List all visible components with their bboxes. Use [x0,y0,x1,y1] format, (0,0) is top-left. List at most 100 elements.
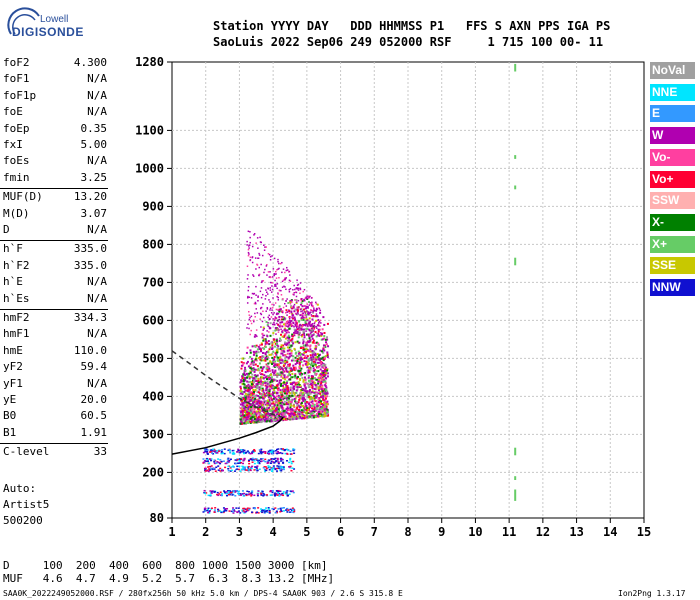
legend-vo: Vo- [650,148,695,166]
param-value: 59.4 [80,360,108,374]
x-tick-label: 11 [502,525,516,539]
param-value: N/A [87,291,107,305]
param-name: foEs [3,154,30,168]
param-value: N/A [87,72,107,86]
param-row: B1 1.91 [3,426,107,442]
version-label: Ion2Png 1.3.17 [618,589,686,598]
x-tick-label: 12 [536,525,550,539]
x-tick-label: 15 [637,525,651,539]
param-value: N/A [87,154,107,168]
auto-label: Auto: [3,482,37,495]
param-row: yE 20.0 [3,393,107,409]
legend-vo: Vo+ [650,170,695,188]
distance-row: D 100 200 400 600 800 1000 1500 3000 [km… [3,559,328,572]
param-row: B0 60.5 [3,409,107,425]
legend-x: X- [650,213,695,231]
param-value: N/A [87,376,107,390]
param-name: yF1 [3,376,23,390]
param-name: foE [3,105,23,119]
legend-nne: NNE [650,83,695,101]
y-tick-label: 400 [142,389,164,403]
legend-w: W [650,127,695,145]
param-row: C-level 33 [3,445,107,461]
x-tick-label: 2 [202,525,209,539]
param-name: M(D) [3,206,30,220]
param-value: N/A [87,88,107,102]
param-row: h`F 335.0 [3,242,107,258]
y-tick-label: 1100 [135,123,164,137]
param-row: M(D) 3.07 [3,207,107,223]
param-name: hmF2 [3,311,30,324]
param-row: hmF1 N/A [3,327,107,343]
mufline-dashed-trace [171,350,284,419]
param-name: fmin [3,170,30,184]
y-tick-label: 1280 [135,55,164,69]
x-tick-label: 7 [371,525,378,539]
param-row: foEs N/A [3,154,107,170]
legend-nnw: NNW [650,279,695,296]
param-value: N/A [87,105,107,119]
param-row: fxI 5.00 [3,138,107,154]
param-name: yE [3,393,17,406]
param-value: 1.91 [80,425,108,439]
y-tick-label: 80 [150,511,164,525]
param-value: 20.0 [80,393,108,406]
y-tick-label: 300 [142,427,164,441]
file-info: SAA0K_2022249052000.RSF / 280fx256h 50 k… [3,589,403,598]
param-value: 60.5 [80,409,108,423]
y-tick-label: 1000 [135,161,164,175]
param-value: 33 [93,445,107,459]
param-name: h`F2 [3,258,30,272]
y-tick-label: 700 [142,275,164,289]
param-name: C-level [3,445,50,459]
param-name: foEp [3,121,30,135]
param-name: h`E [3,275,23,289]
auto-code: 500200 [3,514,43,527]
x-tick-label: 6 [337,525,344,539]
header-values: SaoLuis 2022 Sep06 249 052000 RSF 1 715 … [213,35,604,49]
param-value: 13.20 [73,190,107,204]
param-row: yF2 59.4 [3,360,107,376]
profile-solid-trace [171,416,284,455]
param-value: N/A [87,327,107,341]
x-tick-label: 8 [404,525,411,539]
x-tick-label: 13 [569,525,583,539]
legend-x: X+ [650,235,695,253]
param-value: 3.07 [80,206,108,220]
param-value: 335.0 [73,258,107,272]
y-tick-label: 900 [142,199,164,213]
param-row: foF1p N/A [3,89,107,105]
param-name: yF2 [3,360,23,374]
x-tick-label: 1 [168,525,175,539]
y-tick-label: 800 [142,237,164,251]
param-value: 335.0 [73,242,107,256]
param-name: MUF(D) [3,190,43,204]
param-row: hmE 110.0 [3,344,107,360]
y-tick-label: 600 [142,313,164,327]
y-tick-label: 200 [142,465,164,479]
digisonde-logo-icon [7,7,40,35]
param-value: 4.300 [73,56,107,69]
param-name: D [3,223,10,236]
y-tick-label: 500 [142,351,164,365]
param-name: h`Es [3,291,30,305]
param-row: D N/A [3,223,107,239]
param-row: foF2 4.300 [3,56,107,72]
muf-row: MUF 4.6 4.7 4.9 5.2 5.7 6.3 8.3 13.2 [MH… [3,572,335,585]
param-name: foF1 [3,72,30,86]
param-row: foEp 0.35 [3,122,107,138]
x-tick-label: 4 [270,525,277,539]
param-name: B1 [3,425,17,439]
param-value: N/A [87,275,107,289]
param-row: MUF(D) 13.20 [3,190,107,206]
x-tick-label: 14 [603,525,617,539]
param-row: yF1 N/A [3,377,107,393]
logo-bottom-text: DIGISONDE [12,25,84,39]
echo-traces [202,63,517,514]
param-value: 0.35 [80,121,108,135]
param-row: h`E N/A [3,275,107,291]
param-name: fxI [3,138,23,151]
param-separator [0,443,108,445]
param-name: hmE [3,343,23,357]
param-value: 3.25 [80,170,108,184]
